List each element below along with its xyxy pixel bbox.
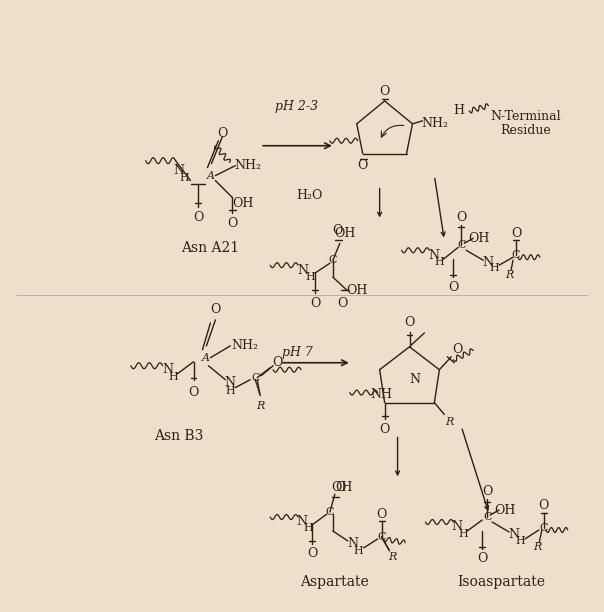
Text: H: H [354,546,364,556]
Text: O: O [193,211,204,224]
Text: Aspartate: Aspartate [300,575,369,589]
Text: O: O [477,553,487,565]
Text: Residue: Residue [501,124,551,137]
Text: H: H [179,173,190,182]
Text: O: O [338,296,348,310]
Text: NH: NH [371,388,393,401]
Text: O: O [456,211,466,224]
Text: A: A [202,353,210,363]
Text: Isoaspartate: Isoaspartate [457,575,545,589]
Text: O: O [188,386,199,399]
Text: H: H [454,105,464,118]
Text: C: C [457,241,466,250]
Text: O: O [379,86,390,99]
Text: O: O [210,304,220,316]
Text: pH 7: pH 7 [281,346,312,359]
Text: C: C [378,532,386,542]
Text: C: C [512,250,520,260]
Text: Asn A21: Asn A21 [181,241,239,255]
Text: O: O [217,127,228,140]
Text: H: H [303,523,313,533]
Text: NH₂: NH₂ [235,159,262,172]
Text: R: R [505,270,513,280]
Text: H: H [434,257,444,267]
Text: R: R [445,417,454,427]
Text: H: H [458,529,468,539]
Text: H: H [169,371,178,382]
Text: H: H [305,272,315,282]
Text: O: O [335,480,345,494]
Text: N: N [162,363,173,376]
Text: N: N [428,248,439,262]
Text: O: O [358,159,368,172]
Text: N: N [297,515,307,528]
Text: C: C [539,523,548,533]
Text: N: N [347,537,358,550]
Text: O: O [482,485,492,498]
Text: N: N [409,373,420,386]
Text: O: O [404,316,415,329]
Text: O: O [333,224,343,237]
Text: N: N [173,164,184,177]
Text: A: A [207,171,214,181]
Text: H: H [515,536,525,546]
Text: C: C [483,512,492,522]
Text: H: H [225,386,235,395]
Text: O: O [448,280,458,294]
Text: H: H [489,263,499,273]
Text: NH₂: NH₂ [421,118,448,130]
Text: O: O [272,356,282,369]
Text: O: O [511,227,521,240]
Text: R: R [388,552,397,562]
Text: C: C [251,373,260,382]
Text: OH: OH [233,197,254,210]
Text: Asn B3: Asn B3 [154,430,204,444]
Text: OH: OH [346,283,367,297]
Text: C: C [329,255,337,265]
Text: H₂O: H₂O [297,189,323,202]
Text: N: N [452,520,463,534]
Text: O: O [310,296,320,310]
Text: N: N [509,528,519,542]
Text: NH₂: NH₂ [232,339,259,353]
Text: O: O [379,423,390,436]
Text: R: R [533,542,541,552]
Text: OH: OH [495,504,516,517]
Text: OH: OH [334,227,356,240]
Text: O: O [452,343,463,356]
Text: C: C [326,507,334,517]
Text: O: O [227,217,237,230]
Text: O: O [307,547,317,561]
Text: OH: OH [469,232,490,245]
Text: OH: OH [331,480,353,494]
Text: N: N [483,256,493,269]
Text: O: O [539,499,549,512]
Text: N: N [298,264,309,277]
Text: N-Terminal: N-Terminal [490,110,561,124]
Text: R: R [256,400,265,411]
Text: N: N [225,376,236,389]
Text: O: O [376,507,387,521]
Text: pH 2-3: pH 2-3 [275,100,318,113]
